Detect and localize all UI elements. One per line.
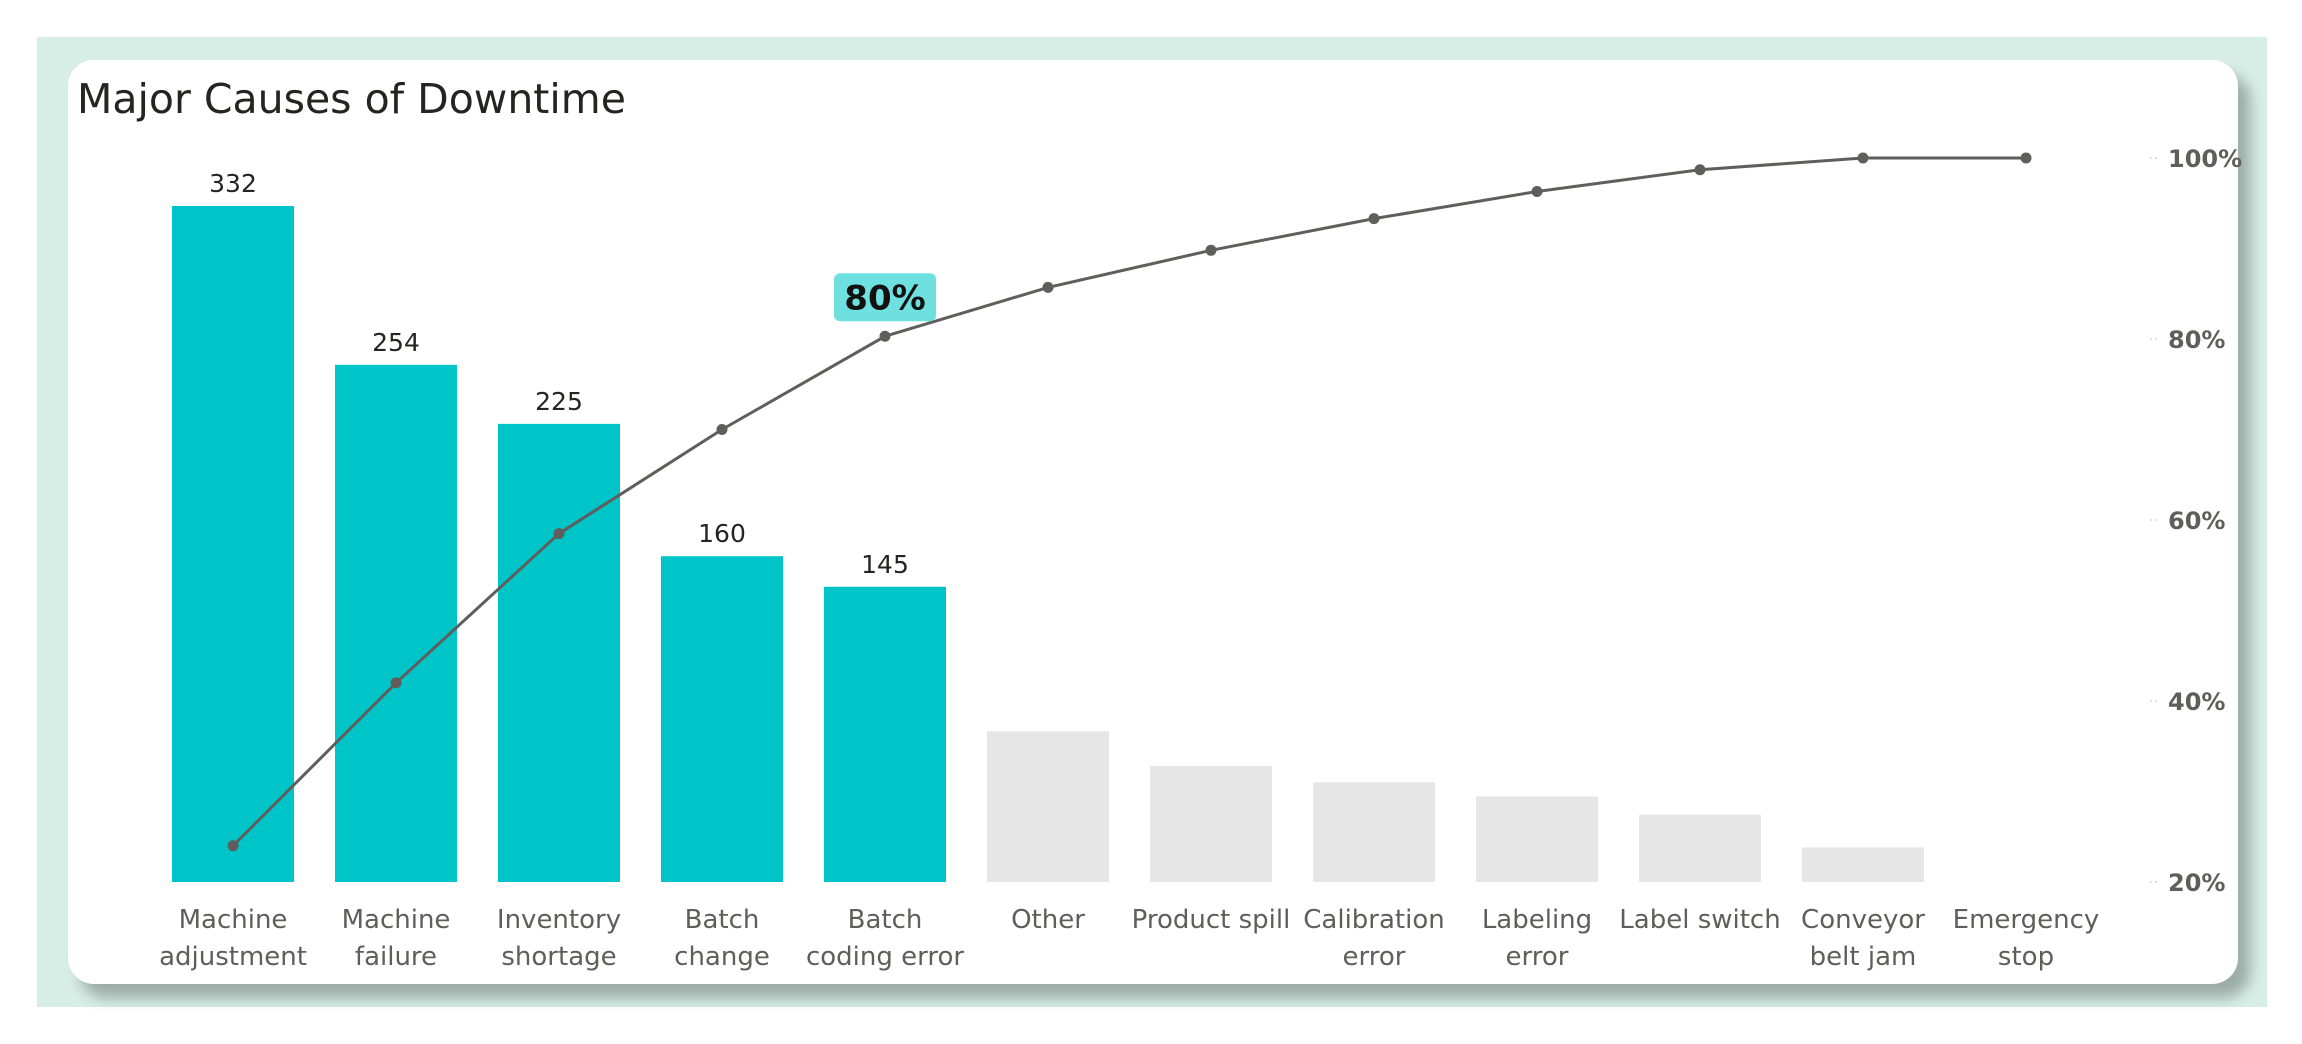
bar-2	[498, 423, 620, 882]
axis-tick-label-1: 40%	[2168, 688, 2225, 716]
category-label-2-line-1: shortage	[501, 942, 616, 972]
cumulative-point-6	[1205, 244, 1217, 256]
callout-badge	[834, 273, 936, 322]
bar-8	[1476, 796, 1598, 882]
bar-7	[1313, 782, 1435, 882]
category-label-11-line-1: stop	[1998, 942, 2054, 972]
bar-9	[1639, 814, 1761, 882]
category-label-3-line-1: change	[674, 942, 770, 972]
cumulative-point-11	[2020, 152, 2032, 164]
category-label-8-line-1: error	[1506, 942, 1569, 972]
category-label-7-line-0: Calibration	[1303, 905, 1444, 935]
bar-4	[824, 586, 946, 882]
bars-layer	[172, 206, 1924, 882]
cumulative-point-8	[1531, 185, 1543, 197]
cumulative-point-10	[1857, 152, 1869, 164]
cumulative-point-3	[716, 424, 728, 435]
data-label-3: 160	[698, 519, 746, 548]
axis-tick-label-0: 20%	[2168, 869, 2225, 897]
chart-title: Major Causes of Downtime	[77, 75, 626, 123]
axis-tick-label-4: 100%	[2168, 145, 2242, 173]
axis-tick-label-2: 60%	[2168, 507, 2225, 535]
category-label-6: Product spill	[1132, 905, 1291, 935]
bar-1	[335, 364, 457, 882]
callout-label: 80%	[844, 278, 925, 318]
cumulative-point-2	[553, 528, 565, 540]
category-label-0-line-1: adjustment	[159, 942, 307, 972]
labels-layer: 332 Machine adjustment 254 Machine failure 225…	[159, 169, 2099, 972]
category-label-11-line-0: Emergency	[1953, 905, 2100, 935]
bar-3	[661, 556, 783, 882]
category-label-4-line-0: Batch	[848, 905, 923, 935]
data-label-4: 145	[861, 550, 909, 579]
bar-10	[1802, 847, 1924, 882]
cumulative-point-0	[227, 840, 239, 852]
category-label-5: Other	[1011, 905, 1085, 935]
category-label-1-line-0: Machine	[342, 905, 451, 935]
bar-0	[172, 206, 294, 882]
bar-6	[1150, 765, 1272, 882]
cumulative-line	[231, 156, 2026, 847]
category-label-2-line-0: Inventory	[497, 905, 621, 935]
cumulative-line-layer	[227, 152, 2032, 852]
category-label-8-line-0: Labeling	[1482, 905, 1592, 935]
cumulative-point-1	[390, 677, 402, 689]
cumulative-point-5	[1042, 281, 1054, 293]
cumulative-point-9	[1694, 164, 1706, 176]
category-label-0-line-0: Machine	[179, 905, 288, 935]
right-axis: 20% 40% 60% 80% 100%	[2150, 145, 2242, 897]
data-label-0: 332	[209, 169, 257, 198]
category-label-1-line-1: failure	[355, 942, 437, 972]
bar-5	[987, 731, 1109, 882]
data-label-1: 254	[372, 328, 420, 357]
category-label-9: Label switch	[1619, 905, 1780, 935]
category-label-3-line-0: Batch	[685, 905, 760, 935]
cumulative-point-4	[879, 330, 891, 342]
category-label-10-line-0: Conveyor	[1801, 905, 1925, 935]
callout-layer: 80%	[834, 273, 936, 322]
data-label-2: 225	[535, 387, 583, 416]
axis-tick-label-3: 80%	[2168, 326, 2225, 354]
cumulative-point-7	[1368, 213, 1380, 225]
category-label-10-line-1: belt jam	[1810, 942, 1917, 972]
category-label-4-line-1: coding error	[806, 942, 964, 972]
category-label-7-line-1: error	[1343, 942, 1406, 972]
